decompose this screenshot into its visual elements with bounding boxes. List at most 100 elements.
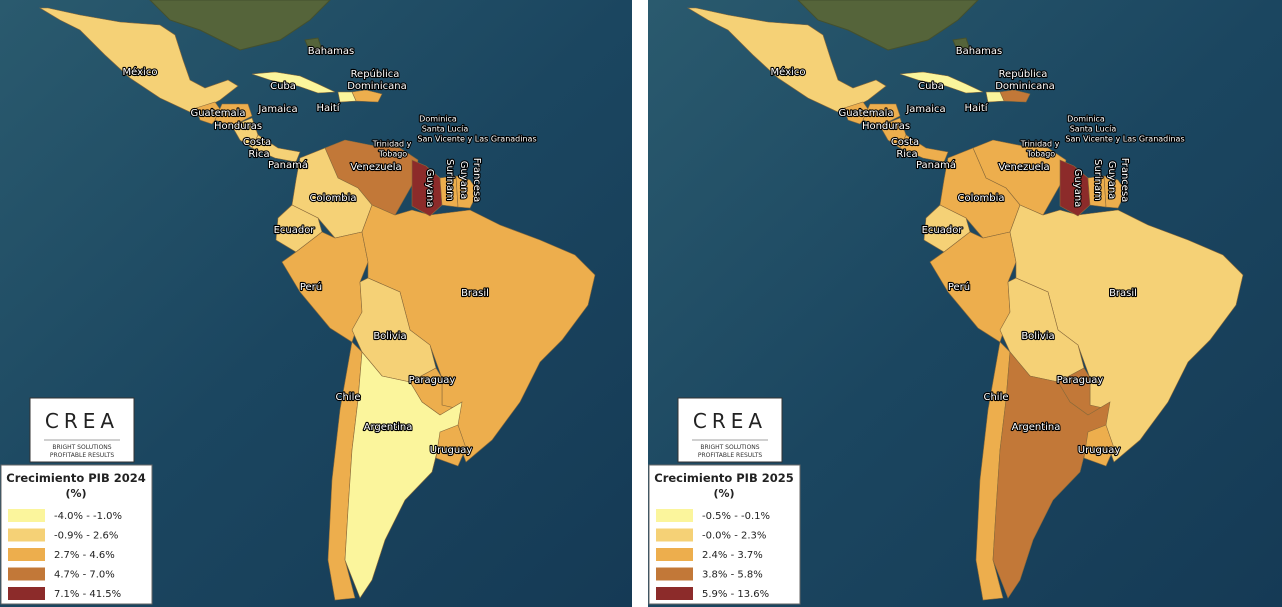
country-label: Guyana xyxy=(1072,169,1083,208)
country-label: Honduras xyxy=(862,121,910,132)
legend-swatch xyxy=(8,548,45,561)
legend-swatch xyxy=(656,528,693,542)
country-label: Venezuela xyxy=(350,162,401,173)
country-label: República xyxy=(351,68,400,80)
country-label: Uruguay xyxy=(1078,445,1121,456)
country-area xyxy=(899,134,949,163)
country-area xyxy=(985,91,1005,103)
country-label: Bahamas xyxy=(956,46,1003,57)
legend-swatch xyxy=(656,567,693,581)
country-label: Guatemala xyxy=(190,108,245,119)
legend-label: -0.5% - -0.1% xyxy=(702,511,770,522)
legend-label: -0.9% - 2.6% xyxy=(54,531,118,542)
country-area xyxy=(214,103,253,127)
logo-tagline: BRIGHT SOLUTIONS xyxy=(52,444,111,451)
country-label: Dominica xyxy=(1067,115,1105,124)
country-label: Brasil xyxy=(1109,288,1137,299)
country-label: San Vicente y Las Granadinas xyxy=(417,135,536,144)
country-label: Guyana xyxy=(458,161,469,200)
country-label: Haití xyxy=(316,102,340,114)
country-label: Santa Lucía xyxy=(1070,125,1117,134)
country-label: Costa xyxy=(243,137,271,148)
country-label: Cuba xyxy=(918,81,944,92)
logo-tagline: PROFITABLE RESULTS xyxy=(50,452,115,459)
legend-label: 7.1% - 41.5% xyxy=(54,589,121,600)
country-area xyxy=(344,351,463,599)
country-area xyxy=(411,159,443,217)
legend-swatch xyxy=(656,548,693,561)
country-label: Surinam xyxy=(1092,159,1103,201)
country-label: Uruguay xyxy=(430,445,473,456)
country-label: Francesa xyxy=(471,158,482,203)
country-label: Perú xyxy=(300,281,322,293)
legend-title: Crecimiento PIB 2025 xyxy=(654,471,793,485)
legend-swatch xyxy=(8,587,45,600)
country-area xyxy=(686,7,887,113)
country-label: Dominicana xyxy=(347,81,407,92)
country-label: Argentina xyxy=(1012,422,1061,433)
country-area xyxy=(38,7,239,113)
country-area xyxy=(337,91,357,103)
country-label: Rica xyxy=(896,149,917,160)
country-label: Perú xyxy=(948,281,970,293)
country-label: Chile xyxy=(335,392,360,403)
country-label: México xyxy=(123,66,158,78)
country-label: Trinidad y xyxy=(1020,140,1060,149)
country-area xyxy=(992,351,1111,599)
legend-label: 2.4% - 3.7% xyxy=(702,550,763,561)
country-label: Panamá xyxy=(916,159,956,171)
legend-label: 5.9% - 13.6% xyxy=(702,589,769,600)
country-label: Brasil xyxy=(461,288,489,299)
country-area xyxy=(251,134,301,163)
country-label: Tobago xyxy=(378,150,407,159)
land xyxy=(797,0,979,51)
legend-title: Crecimiento PIB 2024 xyxy=(6,471,145,485)
legend-swatch xyxy=(8,509,45,522)
country-label: México xyxy=(771,66,806,78)
country-label: Trinidad y xyxy=(372,140,412,149)
country-area xyxy=(1083,424,1115,467)
country-label: Colombia xyxy=(958,193,1005,204)
country-label: Paraguay xyxy=(409,375,456,386)
country-area xyxy=(899,71,984,94)
logo-name: CREA xyxy=(45,409,119,433)
logo-tagline: BRIGHT SOLUTIONS xyxy=(700,444,759,451)
logo-tagline: PROFITABLE RESULTS xyxy=(698,452,763,459)
country-label: Jamaica xyxy=(905,104,945,115)
country-label: Ecuador xyxy=(922,225,964,236)
country-label: Panamá xyxy=(268,159,308,171)
legend-label: 3.8% - 5.8% xyxy=(702,570,763,581)
country-label: Bolivia xyxy=(373,331,406,342)
land xyxy=(149,0,331,51)
country-label: Ecuador xyxy=(274,225,316,236)
legend-unit: (%) xyxy=(65,487,86,500)
country-label: Guyana xyxy=(424,169,435,208)
country-label: Honduras xyxy=(214,121,262,132)
legend-label: 4.7% - 7.0% xyxy=(54,570,115,581)
legend-swatch xyxy=(656,509,693,522)
logo-box xyxy=(29,397,135,463)
country-label: República xyxy=(999,68,1048,80)
legend-label: -0.0% - 2.3% xyxy=(702,531,766,542)
country-label: Surinam xyxy=(444,159,455,201)
country-label: Jamaica xyxy=(257,104,297,115)
country-area xyxy=(862,103,901,127)
logo-box xyxy=(677,397,783,463)
country-label: Bolivia xyxy=(1021,331,1054,342)
country-label: Francesa xyxy=(1119,158,1130,203)
country-area xyxy=(1059,159,1091,217)
country-label: Tobago xyxy=(1026,150,1055,159)
country-area xyxy=(1103,175,1127,209)
logo-name: CREA xyxy=(693,409,767,433)
country-label: Dominica xyxy=(419,115,457,124)
country-label: Guyana xyxy=(1106,161,1117,200)
country-label: Bahamas xyxy=(308,46,355,57)
country-label: San Vicente y Las Granadinas xyxy=(1065,135,1184,144)
country-area xyxy=(435,424,467,467)
country-label: Rica xyxy=(248,149,269,160)
country-area xyxy=(455,175,479,209)
country-label: Haití xyxy=(964,102,988,114)
legend-swatch xyxy=(8,528,45,542)
country-label: Dominicana xyxy=(995,81,1055,92)
